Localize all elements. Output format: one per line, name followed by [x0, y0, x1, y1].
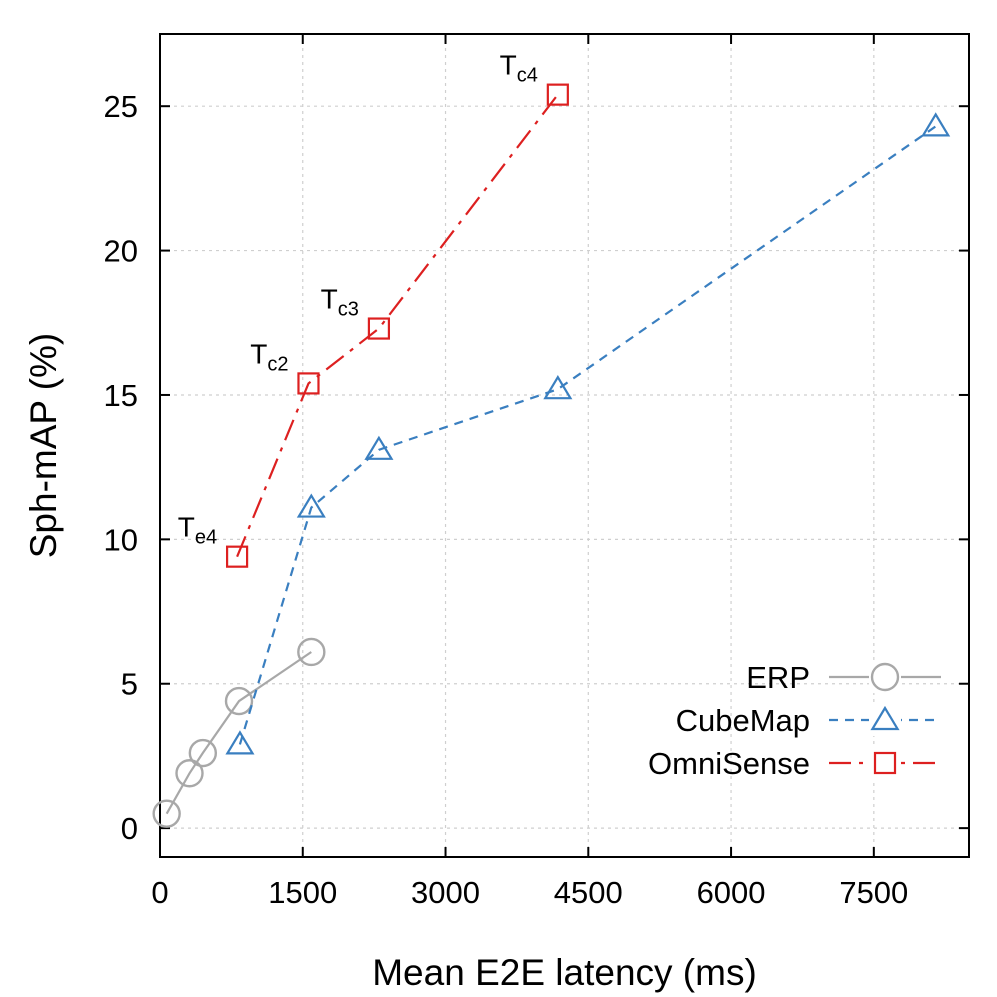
x-tick-label: 1500	[268, 875, 337, 910]
y-tick-label: 15	[104, 378, 138, 413]
axis-ticks: 0 1500 3000 4500 6000 7500 0 5 10 15 20 25	[104, 34, 969, 910]
legend-label-erp: ERP	[746, 660, 810, 695]
data-point-omnisense	[225, 545, 249, 568]
legend-marker-cubemap	[870, 705, 900, 731]
point-annotation: Te4	[178, 512, 217, 549]
series-omnisense	[225, 83, 569, 568]
data-point-omnisense	[546, 83, 569, 106]
series-erp	[152, 637, 326, 828]
data-point-erp	[297, 637, 326, 667]
x-axis-label: Mean E2E latency (ms)	[372, 952, 757, 993]
annotations: Te4 Tc2 Tc3 Tc4	[178, 50, 538, 549]
data-point-cubemap	[543, 375, 573, 400]
y-tick-label: 20	[104, 234, 138, 269]
point-annotation: Tc2	[250, 338, 288, 375]
legend-marker-bg	[869, 661, 901, 693]
series-group	[152, 83, 951, 828]
point-annotation: Tc3	[321, 284, 359, 321]
grid	[160, 34, 969, 857]
data-point-cubemap	[296, 493, 326, 518]
x-tick-label: 4500	[554, 875, 623, 910]
legend-marker-erp	[870, 662, 900, 692]
y-tick-label: 5	[121, 667, 138, 702]
legend-marker-bg	[869, 747, 901, 779]
series-line-cubemap	[238, 125, 937, 745]
legend-marker-omnisense	[873, 751, 897, 775]
data-point-erp	[188, 738, 218, 768]
data-point-omnisense	[297, 372, 320, 395]
data-point-omnisense	[367, 317, 391, 340]
legend: ERP CubeMap OmniSense	[648, 660, 941, 781]
data-point-cubemap	[921, 112, 951, 137]
data-point-cubemap	[225, 730, 255, 755]
plot-frame	[159, 33, 970, 858]
data-point-erp	[175, 759, 204, 788]
y-tick-label: 25	[104, 89, 138, 124]
point-annotation: Tc4	[500, 50, 538, 87]
data-point-erp	[224, 686, 254, 716]
series-cubemap	[225, 112, 951, 755]
x-tick-label: 3000	[411, 875, 480, 910]
series-line-erp	[165, 651, 312, 815]
y-tick-label: 10	[104, 522, 138, 557]
legend-label-omnisense: OmniSense	[648, 746, 810, 781]
y-tick-label: 0	[121, 811, 138, 846]
y-axis-label: Sph-mAP (%)	[23, 333, 64, 559]
data-point-erp	[152, 799, 181, 828]
legend-entry-erp: ERP	[746, 660, 941, 695]
data-point-cubemap	[364, 435, 394, 460]
x-tick-label: 7500	[839, 875, 908, 910]
legend-entry-cubemap: CubeMap	[676, 703, 941, 738]
x-tick-label: 6000	[697, 875, 766, 910]
series-line-omnisense	[236, 93, 559, 558]
legend-label-cubemap: CubeMap	[676, 703, 810, 738]
legend-entry-omnisense: OmniSense	[648, 746, 941, 781]
x-tick-label: 0	[151, 875, 168, 910]
